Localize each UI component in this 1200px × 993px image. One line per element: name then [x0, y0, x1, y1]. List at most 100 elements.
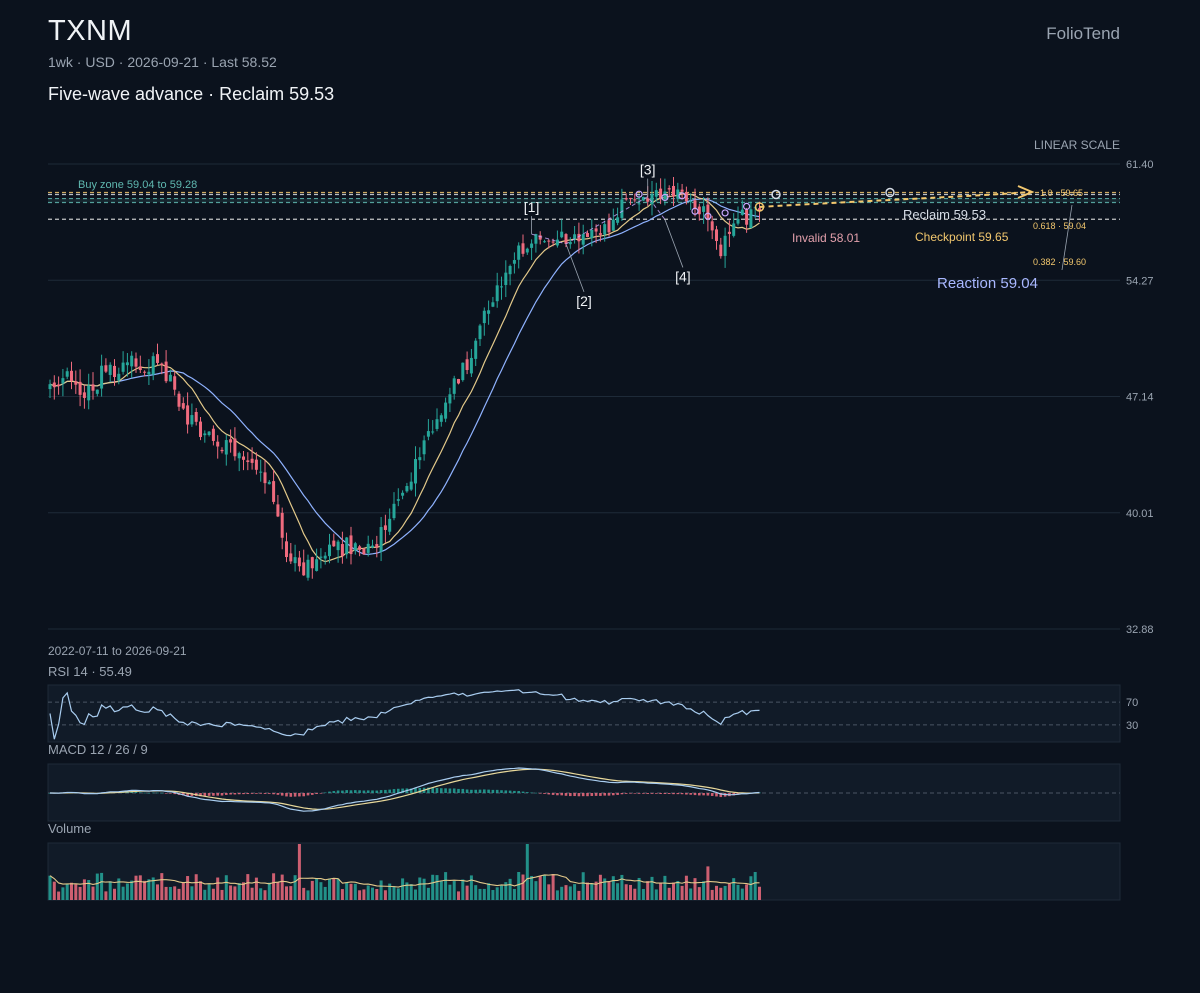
candle-body	[418, 457, 422, 461]
macd-histogram-bar	[203, 793, 207, 797]
candle-body	[564, 234, 568, 244]
invalid-label: Invalid 58.01	[792, 231, 860, 245]
macd-histogram-bar	[508, 790, 512, 793]
volume-bar	[706, 866, 710, 900]
macd-histogram-bar	[263, 793, 267, 794]
macd-histogram-bar	[483, 789, 486, 793]
macd-histogram-bar	[358, 790, 361, 793]
volume-bar	[237, 883, 241, 900]
candle-body	[130, 355, 134, 367]
macd-histogram-bar	[465, 789, 469, 793]
candle-body	[194, 411, 198, 422]
macd-histogram-bar	[319, 793, 323, 794]
macd-histogram-bar	[672, 793, 675, 795]
macd-histogram-bar	[169, 793, 172, 794]
volume-bar	[672, 882, 675, 900]
candle-body	[323, 555, 327, 559]
volume-bar	[637, 877, 641, 900]
volume-bar	[603, 878, 607, 900]
chart-meta: 1wk · USD · 2026-09-21 · Last 58.52	[48, 54, 277, 70]
macd-histogram-bar	[599, 793, 602, 796]
volume-bar	[715, 885, 718, 900]
macd-histogram-bar	[706, 793, 710, 796]
volume-bar	[422, 878, 426, 900]
macd-histogram-bar	[233, 793, 237, 795]
candle-body	[749, 209, 753, 229]
volume-bar	[186, 876, 190, 900]
candle-body	[125, 362, 129, 366]
macd-histogram-bar	[250, 793, 254, 794]
macd-histogram-bar	[551, 793, 555, 795]
candle-body	[551, 241, 555, 243]
volume-bar	[259, 888, 263, 900]
macd-histogram-bar	[517, 790, 520, 793]
candle-body	[654, 190, 658, 197]
volume-bar	[581, 872, 585, 900]
macd-histogram-bar	[603, 793, 606, 796]
checkpoint-marker	[885, 187, 895, 198]
projection-arrow	[1017, 185, 1035, 199]
candle-body	[521, 243, 525, 254]
reclaim-label: Reclaim 59.53	[903, 207, 986, 222]
candle-body	[401, 492, 405, 496]
volume-bar	[383, 890, 387, 900]
volume-bar	[358, 890, 362, 900]
macd-histogram-bar	[655, 793, 658, 794]
macd-histogram-bar	[427, 787, 430, 793]
volume-bar	[143, 880, 147, 900]
volume-bar	[444, 872, 448, 900]
y-tick-label: 61.40	[1126, 159, 1154, 171]
candle-body	[568, 241, 572, 245]
fib-label: 0.382 · 59.60	[1033, 257, 1086, 267]
volume-bar	[74, 884, 78, 900]
buy-zone-band	[48, 198, 1120, 203]
candle-body	[362, 548, 366, 555]
volume-bar	[108, 881, 112, 900]
candle-body	[590, 229, 594, 239]
macd-histogram-bar	[457, 788, 460, 793]
macd-histogram-bar	[173, 793, 176, 795]
volume-bar	[306, 890, 310, 900]
volume-bar	[302, 887, 306, 900]
candle-body	[375, 544, 379, 548]
candle-body	[659, 188, 663, 199]
candle-body	[577, 233, 581, 242]
candle-body	[620, 199, 624, 218]
swing-marker	[704, 212, 712, 220]
macd-histogram-bar	[452, 788, 456, 793]
candle-body	[302, 562, 306, 576]
candle-body	[328, 544, 331, 557]
macd-histogram-bar	[620, 793, 624, 795]
volume-bar	[379, 880, 383, 900]
macd-histogram-bar	[216, 793, 219, 796]
volume-bar	[676, 881, 680, 900]
swing-marker	[661, 193, 669, 202]
candle-body	[233, 438, 237, 457]
candle-body	[710, 221, 714, 231]
candle-body	[598, 233, 602, 235]
volume-bar	[130, 880, 134, 900]
macd-histogram-bar	[268, 793, 271, 794]
volume-bar	[224, 875, 228, 900]
candle-body	[371, 545, 374, 548]
candle-body	[482, 310, 486, 324]
macd-histogram-bar	[715, 793, 718, 797]
candle-body	[715, 229, 718, 242]
candle-body	[272, 481, 276, 502]
volume-ma-line	[49, 874, 760, 888]
volume-bar	[117, 878, 121, 900]
macd-title: MACD 12 / 26 / 9	[48, 742, 148, 757]
macd-line	[49, 767, 760, 812]
volume-bar	[57, 891, 61, 900]
candle-body	[199, 421, 202, 437]
volume-bar	[332, 878, 336, 900]
buy-zone-label: Buy zone 59.04 to 59.28	[78, 179, 197, 191]
volume-bar	[401, 878, 405, 900]
volume-bar	[194, 874, 198, 900]
volume-bar	[87, 880, 91, 900]
candle-body	[207, 431, 211, 436]
macd-histogram-bar	[401, 788, 404, 793]
macd-histogram-bar	[543, 793, 546, 794]
wave-label: [2]	[576, 293, 592, 309]
